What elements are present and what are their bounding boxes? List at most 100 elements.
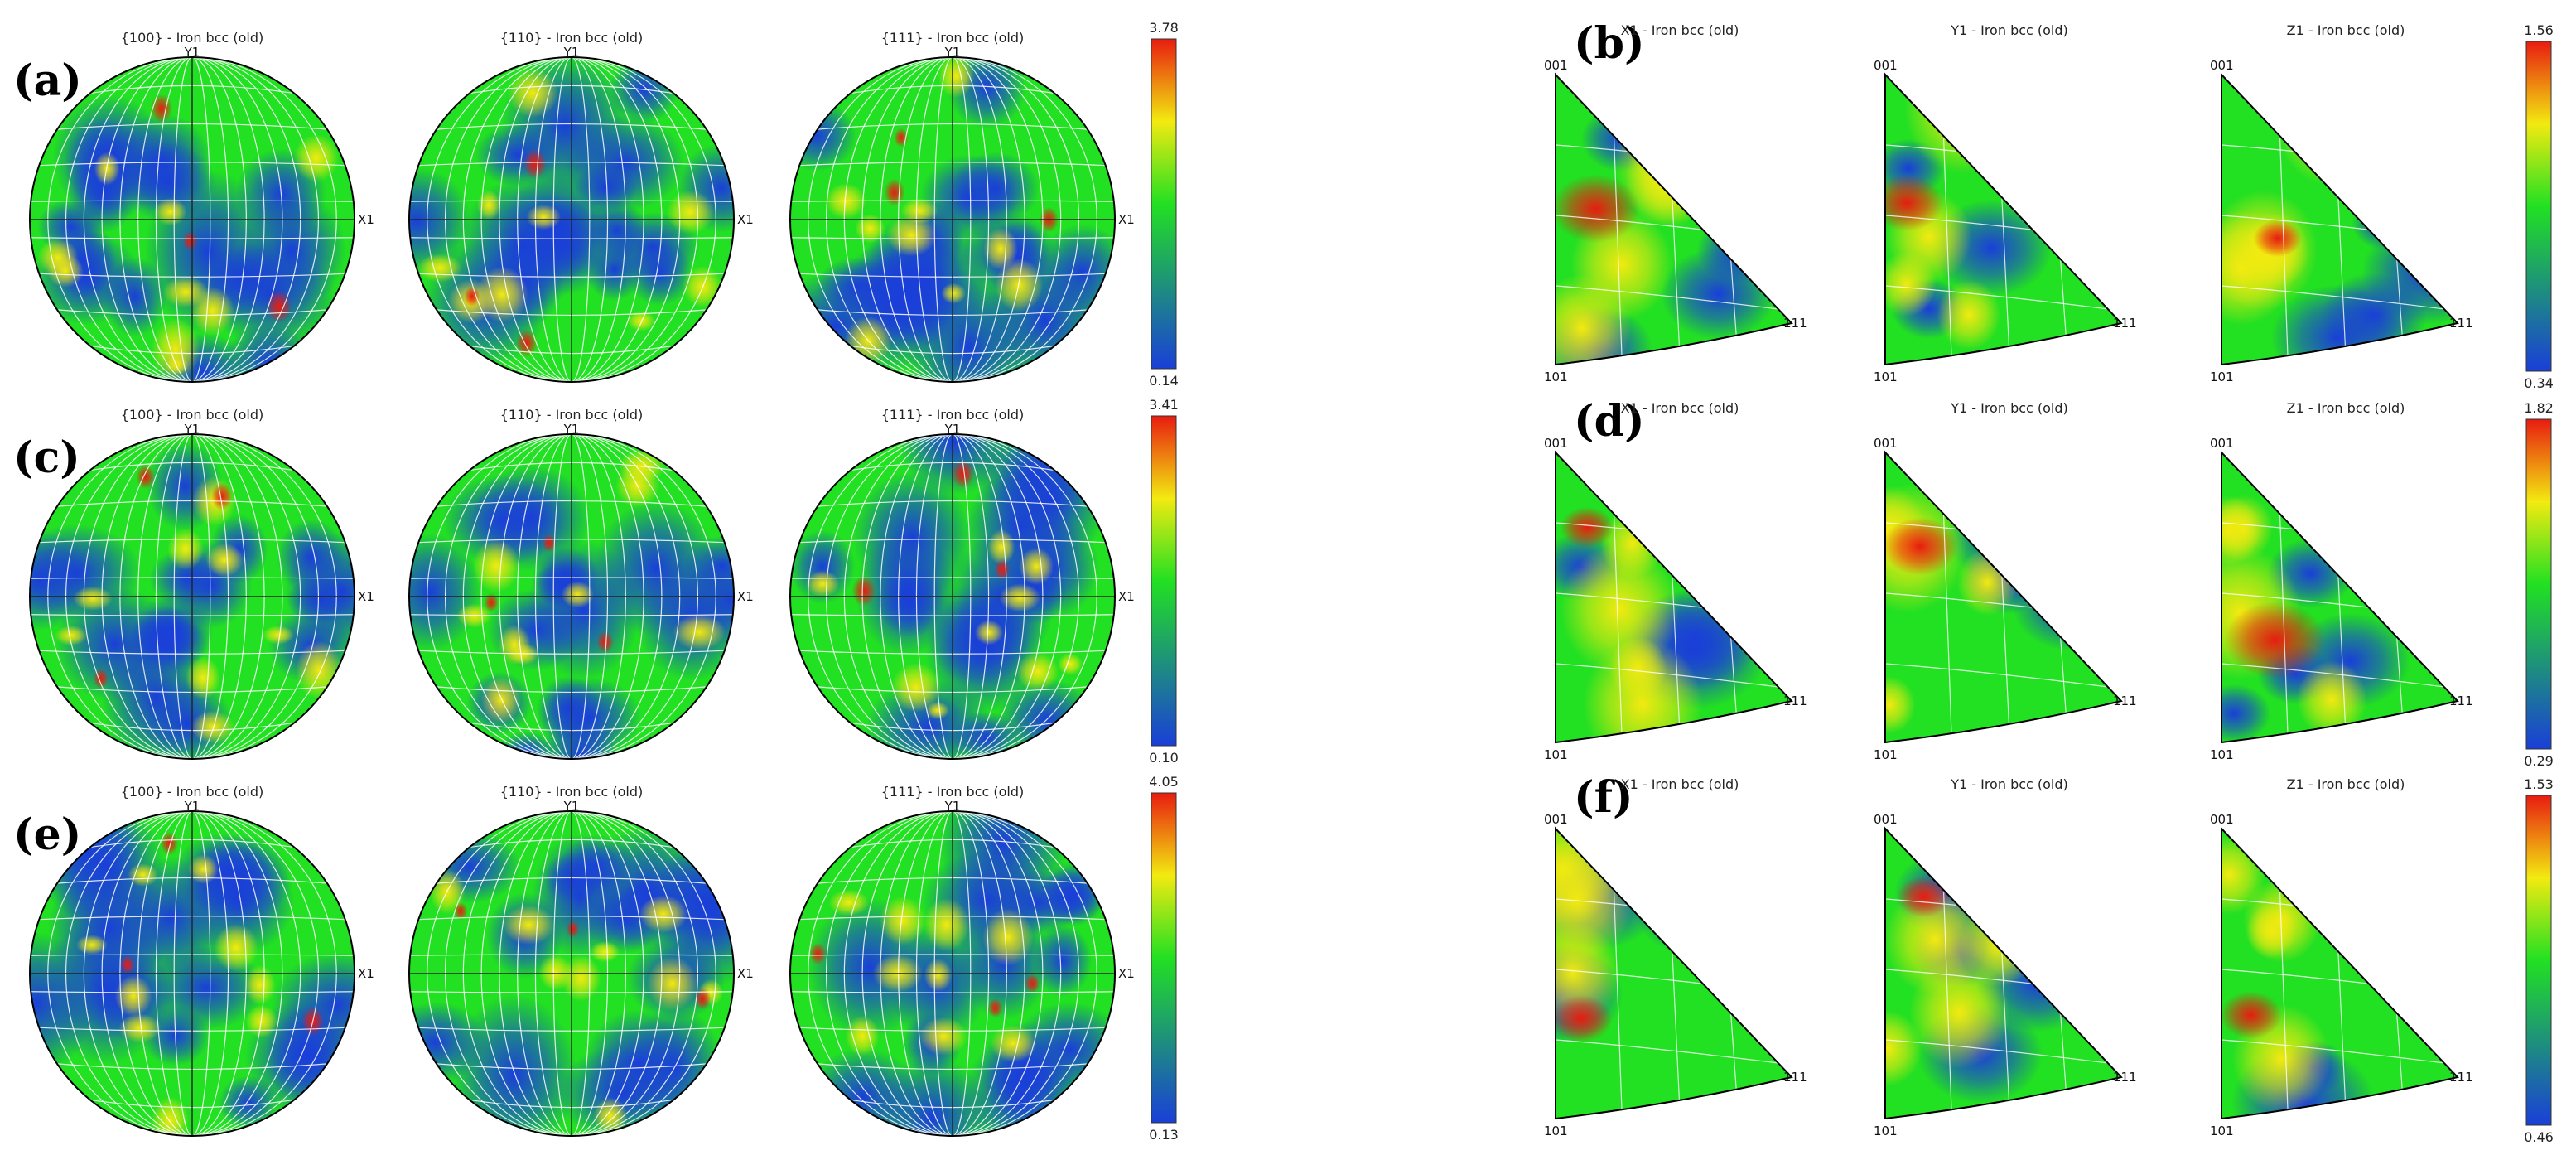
density-low: [872, 1056, 991, 1136]
colorbar-max-label: 4.05: [1149, 774, 1179, 790]
density-mid: [262, 625, 294, 645]
density-mid: [2296, 660, 2367, 739]
axis-y-label: Y1: [563, 799, 580, 814]
colorbar-min-label: 0.14: [1149, 373, 1179, 389]
axis-y-label: Y1: [184, 45, 200, 60]
inverse-pole-outline: [1555, 72, 1793, 366]
density-mid: [828, 889, 870, 916]
density-low: [1032, 924, 1093, 997]
colorbar-min-label: 0.13: [1149, 1127, 1179, 1143]
panel-label: (e): [13, 810, 81, 860]
pole-figure-title: {111} - Iron bcc (old): [881, 407, 1025, 423]
grid-line: [2000, 181, 2010, 357]
pole-figure-outline: [29, 810, 355, 1137]
corner-001-label: 001: [2210, 58, 2234, 73]
inverse-pole-title: Y1 - Iron bcc (old): [1950, 776, 2068, 792]
axis-x-label: X1: [358, 966, 374, 981]
density-mid: [191, 287, 234, 336]
density-high: [1025, 974, 1040, 993]
density-mid: [475, 266, 529, 323]
density-mid: [1556, 829, 1617, 929]
density-mid: [627, 310, 656, 331]
density-low: [646, 840, 734, 988]
density-mid: [925, 701, 949, 720]
colorbar: [1151, 792, 1177, 1124]
inverse-pole-title: Y1 - Iron bcc (old): [1950, 22, 2068, 38]
density-high: [211, 482, 233, 510]
density-mid: [293, 134, 340, 182]
corner-101-label: 101: [2210, 1124, 2234, 1138]
density-high: [1885, 174, 1944, 231]
density-mid: [118, 1013, 161, 1043]
corner-101-label: 101: [1544, 747, 1568, 762]
pole-figure: [30, 57, 355, 382]
corner-101-label: 101: [1874, 747, 1898, 762]
pole-figure-outline: [408, 433, 735, 760]
inverse-pole-title: Z1 - Iron bcc (old): [2287, 776, 2405, 792]
colorbar-max-label: 3.41: [1149, 397, 1179, 413]
corner-001-label: 001: [1874, 58, 1898, 73]
inverse-pole-figure: [1556, 829, 1792, 1119]
density-mid: [941, 283, 967, 304]
grid-line: [2221, 285, 2458, 312]
density-high: [1556, 174, 1640, 244]
axis-y-label: Y1: [563, 45, 580, 60]
inverse-pole-outline: [2221, 72, 2459, 366]
corner-001-label: 001: [1544, 436, 1568, 451]
density-high: [136, 464, 155, 490]
density-mid: [919, 1017, 968, 1056]
inverse-pole-figure: [2221, 829, 2458, 1119]
colorbar: [1151, 415, 1177, 747]
colorbar-min-label: 0.46: [2524, 1129, 2554, 1145]
inverse-pole-figure: [1556, 75, 1792, 365]
pole-figure: [790, 811, 1115, 1136]
density-mid: [890, 662, 942, 713]
axis-x-label: X1: [737, 212, 754, 227]
inverse-pole-title: Z1 - Iron bcc (old): [2287, 22, 2405, 38]
density-high: [2225, 601, 2326, 679]
density-high: [994, 559, 1011, 580]
density-mid: [989, 1024, 1037, 1062]
density-high: [2253, 220, 2302, 258]
density-mid: [1937, 279, 2001, 350]
density-high: [809, 942, 827, 965]
corner-001-label: 001: [1544, 58, 1568, 73]
density-low: [990, 1053, 1056, 1102]
density-mid: [1057, 652, 1083, 676]
density-low: [409, 167, 471, 274]
grid-line: [1942, 123, 1952, 357]
pole-figure: [409, 811, 734, 1136]
axis-x-label: X1: [737, 966, 754, 981]
density-mid: [214, 924, 259, 972]
density-mid: [73, 586, 113, 611]
density-mid: [472, 539, 520, 593]
inverse-pole-figure: [2221, 75, 2458, 365]
density-low: [186, 834, 292, 924]
density-low: [853, 471, 971, 604]
inverse-pole-title: X1 - Iron bcc (old): [1621, 400, 1739, 416]
corner-101-label: 101: [1874, 370, 1898, 384]
density-high: [1560, 506, 1614, 549]
grid-line: [1671, 559, 1681, 735]
corner-101-label: 101: [2210, 747, 2234, 762]
axis-y-label: Y1: [563, 422, 580, 437]
inverse-pole-figure: [1885, 452, 2121, 742]
grid-line: [2000, 559, 2010, 735]
density-mid: [1903, 75, 2024, 174]
density-mid: [974, 620, 1004, 645]
grid-line: [2279, 501, 2289, 735]
density-mid: [646, 956, 698, 1011]
grid-line: [1885, 663, 2121, 689]
pole-figure-outline: [789, 56, 1116, 383]
corner-111-label: 111: [2449, 1070, 2473, 1085]
inverse-pole-figure: [2221, 452, 2458, 742]
density-high: [884, 178, 905, 206]
corner-101-label: 101: [2210, 370, 2234, 384]
density-mid: [476, 190, 501, 220]
density-high: [182, 230, 198, 251]
density-high: [464, 286, 480, 307]
density-low: [2396, 930, 2458, 986]
density-low: [1631, 852, 1762, 957]
density-mid: [526, 204, 562, 230]
